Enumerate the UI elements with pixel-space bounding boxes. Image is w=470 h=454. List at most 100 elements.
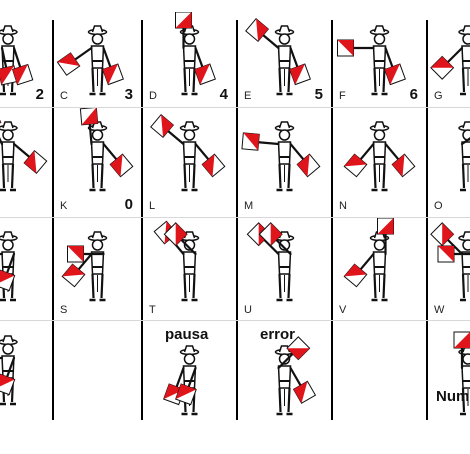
scout-figure — [337, 25, 406, 96]
grid-divider — [236, 20, 238, 420]
semaphore-number: 0 — [124, 196, 133, 213]
semaphore-flag — [241, 132, 260, 151]
semaphore-flag — [150, 114, 175, 138]
semaphore-figure-svg — [245, 18, 311, 96]
semaphore-cell: L — [143, 108, 236, 218]
semaphore-cell: pausa — [143, 322, 236, 422]
scout-figure — [453, 331, 470, 416]
semaphore-flag — [343, 263, 368, 288]
semaphore-letter: M — [244, 200, 254, 212]
semaphore-figure-svg — [150, 114, 226, 192]
semaphore-letter: O — [434, 200, 443, 212]
semaphore-flag — [391, 153, 416, 178]
scout-figure — [0, 108, 48, 192]
semaphore-flag — [289, 63, 311, 86]
scout-figure — [245, 18, 311, 96]
semaphore-figure-svg — [430, 222, 470, 302]
semaphore-flag — [0, 373, 16, 396]
semaphore-flag — [292, 380, 317, 404]
scout-figure — [430, 25, 470, 96]
semaphore-flag — [175, 383, 197, 406]
semaphore-letter: T — [149, 304, 156, 316]
scout-figure — [56, 25, 124, 96]
semaphore-flag — [194, 63, 216, 86]
semaphore-number: 4 — [219, 86, 228, 103]
semaphore-letter: S — [60, 304, 68, 316]
semaphore-letter: K — [60, 200, 68, 212]
semaphore-figure-svg — [163, 345, 200, 416]
semaphore-figure-svg — [337, 25, 406, 96]
semaphore-letter: U — [244, 304, 252, 316]
semaphore-figure-svg — [153, 220, 200, 302]
semaphore-cell: error — [238, 322, 331, 422]
scout-figure — [79, 108, 134, 192]
semaphore-cell — [0, 218, 52, 322]
semaphore-flag — [175, 12, 192, 29]
semaphore-flag — [296, 153, 321, 178]
semaphore-flag — [430, 55, 455, 80]
semaphore-cell: 2 — [0, 12, 52, 108]
semaphore-flag — [23, 150, 48, 174]
semaphore-letter: V — [339, 304, 347, 316]
semaphore-number: 5 — [314, 86, 323, 103]
semaphore-figure-svg — [241, 121, 321, 192]
semaphore-cell: U — [238, 218, 331, 322]
scout-figure — [274, 336, 317, 416]
semaphore-cell: S — [54, 218, 141, 322]
semaphore-letter: C — [60, 90, 68, 102]
semaphore-flag — [384, 63, 406, 86]
semaphore-cell: N — [333, 108, 426, 218]
semaphore-cell — [0, 322, 52, 422]
semaphore-flag — [245, 18, 270, 42]
semaphore-flag — [0, 269, 16, 292]
semaphore-cell — [54, 322, 141, 422]
semaphore-cell: G — [428, 12, 470, 108]
semaphore-flag — [453, 331, 470, 349]
scout-figure — [246, 222, 295, 302]
semaphore-letter: G — [434, 90, 443, 102]
semaphore-cell: V — [333, 218, 426, 322]
semaphore-figure-svg — [453, 331, 470, 416]
semaphore-figure-svg — [458, 121, 470, 192]
semaphore-flag — [201, 153, 226, 178]
semaphore-figure-svg — [0, 231, 18, 302]
semaphore-letter: W — [434, 304, 445, 316]
semaphore-cell: M — [238, 108, 331, 218]
semaphore-letter: L — [149, 200, 156, 212]
semaphore-number: 6 — [409, 86, 418, 103]
grid-divider — [426, 20, 428, 420]
semaphore-number: 3 — [124, 86, 133, 103]
semaphore-figure-svg — [175, 12, 216, 96]
semaphore-flag — [430, 222, 455, 247]
semaphore-figure-svg — [0, 335, 18, 406]
scout-figure — [0, 335, 18, 406]
semaphore-letter: D — [149, 90, 157, 102]
semaphore-flag — [67, 245, 84, 263]
semaphore-cell — [333, 322, 426, 422]
semaphore-letter: F — [339, 90, 346, 102]
semaphore-flag — [56, 52, 81, 76]
semaphore-flag — [61, 263, 86, 288]
scout-figure — [163, 345, 200, 416]
semaphore-figure-svg — [0, 108, 48, 192]
semaphore-figure-svg — [430, 25, 470, 96]
semaphore-figure-svg — [79, 108, 134, 192]
semaphore-flag — [377, 218, 394, 235]
semaphore-flag — [11, 63, 34, 86]
grid-divider — [0, 320, 470, 321]
semaphore-cell: O — [428, 108, 470, 218]
grid-divider — [0, 217, 470, 218]
semaphore-flag — [258, 222, 283, 247]
semaphore-figure-svg — [61, 231, 108, 302]
scout-figure — [343, 121, 416, 192]
semaphore-letter: N — [339, 200, 347, 212]
scout-figure — [241, 121, 321, 192]
grid-divider — [331, 20, 333, 420]
semaphore-cell: W — [428, 218, 470, 322]
semaphore-flag — [102, 63, 124, 86]
